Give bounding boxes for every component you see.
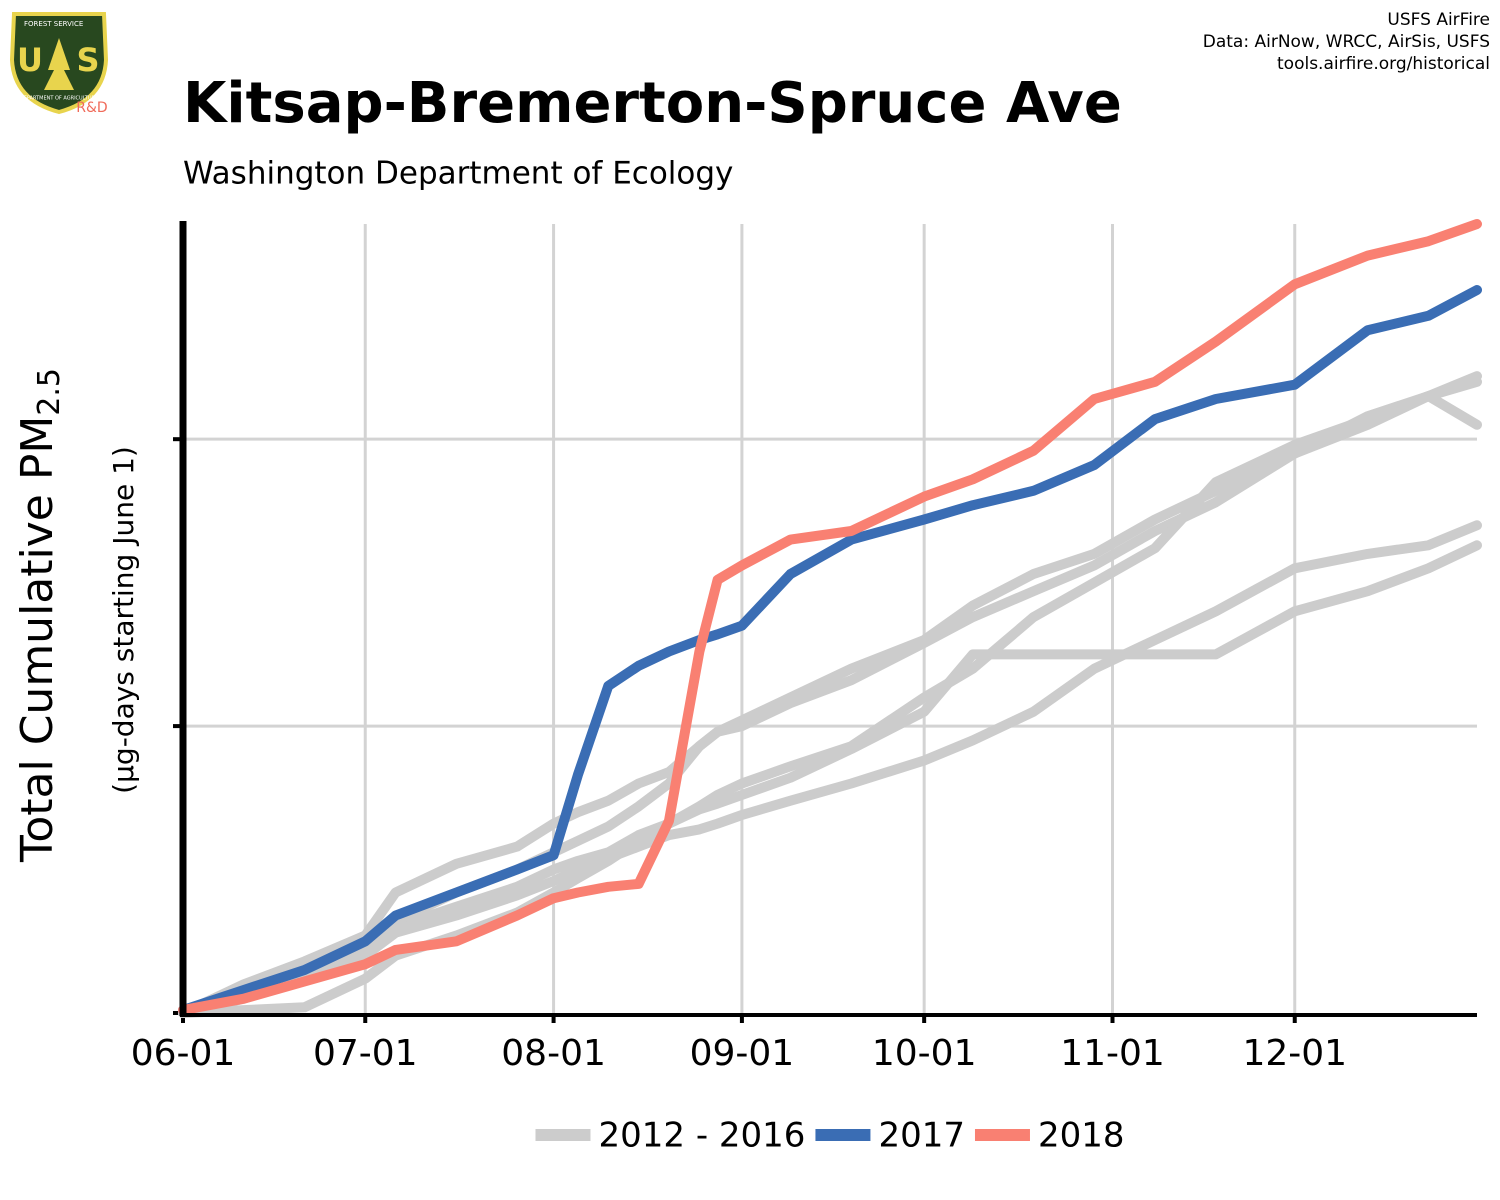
x-tick-label: 09-01 [690,1033,795,1074]
y-axis-label: Total Cumulative PM2.5 [12,368,67,863]
y-axis-label-main: Total Cumulative PM [12,416,63,863]
logo-tree [44,38,74,90]
series-line [178,376,1482,1018]
credit: Data: AirNow, WRCC, AirSis, USFS [1203,32,1490,52]
x-tick-label: 11-01 [1060,1033,1165,1074]
series-line [178,540,1482,1018]
x-tick-label: 08-01 [501,1033,606,1074]
y-axis-note: (µg-days starting June 1) [107,446,140,794]
x-tick-label: 10-01 [872,1033,977,1074]
series-line [178,219,1482,1016]
credit: USFS AirFire [1387,10,1490,30]
logo-right: S [76,41,99,79]
y-axis-label-sub: 2.5 [32,368,67,416]
chart-subtitle: Washington Department of Ecology [183,156,733,192]
logo: FOREST SERVICE U S DEPARTMENT OF AGRICUL… [9,12,109,116]
series-line [178,285,1482,1016]
credit: tools.airfire.org/historical [1277,54,1490,74]
logo-bottom: DEPARTMENT OF AGRICULTURE [20,96,98,102]
x-tick-label: 06-01 [131,1033,236,1074]
legend: 2012 - 2016 2017 2018 [535,1116,1125,1156]
legend-label: 2017 [878,1116,965,1156]
legend-label: 2012 - 2016 [598,1116,805,1156]
legend-label: 2018 [1038,1116,1125,1156]
chart-title: Kitsap-Bremerton-Spruce Ave [183,71,1122,136]
x-tick-label: 12-01 [1242,1033,1347,1074]
y-axis-title: Total Cumulative PM2.5 [12,368,67,863]
logo-top: FOREST SERVICE [24,20,83,28]
logo-left: U [17,41,43,79]
logo-tag: R&D [76,100,107,116]
series-line [178,520,1482,1018]
x-tick-label: 07-01 [313,1033,418,1074]
